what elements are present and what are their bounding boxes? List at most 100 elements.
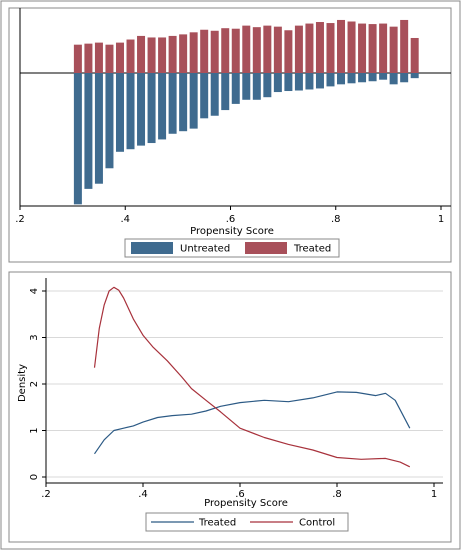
bar-untreated — [115, 73, 124, 152]
bar-untreated — [400, 73, 409, 83]
bottom-y-tick-label: 2 — [29, 381, 40, 387]
bar-untreated — [294, 73, 303, 91]
bar-untreated — [137, 73, 146, 146]
bar-treated — [305, 23, 314, 74]
bar-untreated — [379, 73, 388, 80]
bar-untreated — [410, 73, 419, 79]
top-x-tick-label: .2 — [15, 214, 25, 225]
bottom-y-ticks: 0 1 2 3 4 — [29, 288, 46, 480]
top-bars — [73, 19, 419, 205]
bottom-x-tick-label: .6 — [235, 489, 245, 500]
bottom-y-tick-label: 4 — [29, 288, 40, 294]
bar-treated — [115, 42, 124, 73]
top-x-tick-label: .4 — [120, 214, 130, 225]
bar-treated — [347, 21, 356, 73]
bar-untreated — [389, 73, 398, 85]
bottom-x-tick-label: .8 — [332, 489, 342, 500]
bar-untreated — [368, 73, 377, 82]
bar-untreated — [210, 73, 219, 116]
bar-treated — [179, 34, 188, 73]
top-chart-panel: .2 .4 .6 .8 1 Propensity Score Untreated Tre… — [8, 7, 452, 263]
bar-untreated — [347, 73, 356, 84]
bottom-panel-frame — [8, 271, 452, 543]
bar-treated — [94, 42, 103, 73]
bottom-y-axis-title: Density — [17, 364, 28, 402]
bar-treated — [210, 30, 219, 73]
bottom-chart-panel: 0 1 2 3 4 .2 .4 .6 .8 1 Density Propensity Score… — [8, 271, 452, 543]
top-x-axis-title: Propensity Score — [190, 226, 274, 237]
bottom-x-tick-label: .4 — [138, 489, 148, 500]
bottom-x-axis-title: Propensity Score — [204, 498, 288, 509]
bottom-y-tick-label: 1 — [29, 427, 40, 433]
bar-untreated — [94, 73, 103, 184]
bar-untreated — [105, 73, 114, 169]
bar-untreated — [326, 73, 335, 87]
top-panel-frame — [8, 7, 452, 263]
legend-swatch-treated — [245, 242, 287, 254]
bar-untreated — [263, 73, 272, 98]
bar-treated — [368, 24, 377, 73]
bar-treated — [358, 23, 367, 74]
bar-treated — [137, 35, 146, 73]
top-x-tick-label: .6 — [226, 214, 236, 225]
legend-label-treated-line: Treated — [198, 518, 236, 529]
bar-treated — [158, 37, 167, 73]
bar-untreated — [315, 73, 324, 89]
bar-untreated — [84, 73, 93, 189]
bottom-x-ticks: .2 .4 .6 .8 1 — [41, 483, 437, 500]
bar-treated — [200, 29, 209, 74]
bar-untreated — [126, 73, 135, 150]
bar-treated — [242, 25, 251, 73]
bar-untreated — [158, 73, 167, 140]
bottom-legend: Treated Control — [145, 512, 349, 532]
bar-treated — [189, 32, 198, 73]
bottom-lines — [93, 286, 411, 468]
bar-untreated — [337, 73, 346, 85]
bottom-legend-frame — [145, 512, 349, 532]
bar-treated — [389, 26, 398, 73]
top-legend: Untreated Treated — [124, 238, 340, 258]
bar-treated — [231, 28, 240, 73]
bar-treated — [105, 44, 114, 73]
bottom-x-tick-label: 1 — [431, 489, 437, 500]
bar-untreated — [252, 73, 261, 100]
legend-swatch-untreated — [131, 242, 173, 254]
bar-untreated — [358, 73, 367, 83]
top-x-ticks: .2 .4 .6 .8 1 — [15, 206, 444, 225]
bar-treated — [379, 23, 388, 74]
bar-treated — [315, 22, 324, 73]
bar-treated — [73, 44, 82, 73]
bar-untreated — [200, 73, 209, 119]
bar-untreated — [221, 73, 230, 111]
bar-treated — [252, 27, 261, 73]
bottom-x-tick-label: .2 — [41, 489, 51, 500]
bar-untreated — [273, 73, 282, 93]
bar-untreated — [242, 73, 251, 100]
bar-treated — [273, 26, 282, 73]
legend-label-untreated: Untreated — [180, 244, 230, 255]
legend-label-treated: Treated — [293, 244, 331, 255]
bar-treated — [126, 39, 135, 73]
bar-treated — [400, 19, 409, 73]
bar-untreated — [73, 73, 82, 205]
legend-label-control-line: Control — [299, 518, 335, 529]
bottom-y-tick-label: 0 — [29, 474, 40, 480]
bottom-y-tick-label: 3 — [29, 334, 40, 340]
bar-treated — [284, 30, 293, 74]
bar-untreated — [168, 73, 177, 134]
density-line-treated — [94, 391, 411, 455]
bar-treated — [263, 25, 272, 73]
bar-treated — [410, 37, 419, 73]
bar-treated — [221, 28, 230, 73]
bar-untreated — [231, 73, 240, 104]
bar-treated — [294, 25, 303, 73]
bar-treated — [84, 43, 93, 73]
top-x-tick-label: .8 — [331, 214, 341, 225]
bar-treated — [147, 37, 156, 73]
top-x-tick-label: 1 — [438, 214, 444, 225]
bar-untreated — [305, 73, 314, 90]
bar-untreated — [284, 73, 293, 92]
bar-untreated — [189, 73, 198, 129]
bar-treated — [326, 23, 335, 74]
